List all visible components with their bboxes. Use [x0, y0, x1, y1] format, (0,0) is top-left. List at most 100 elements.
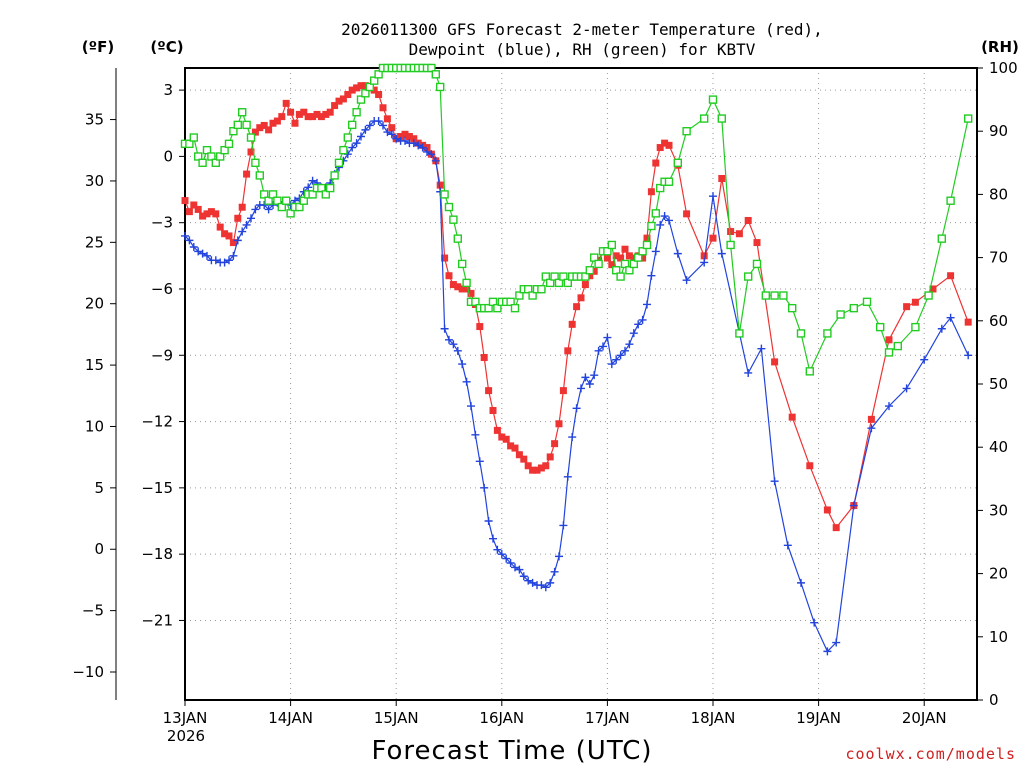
rh-point [198, 158, 207, 168]
dewpoint-point [621, 346, 629, 355]
dewpoint-point [647, 271, 656, 280]
rh-tick-label: 20 [989, 565, 1008, 583]
dewpoint-point [599, 342, 607, 351]
rh-point [185, 139, 194, 149]
temperature-point [185, 208, 193, 216]
rh-point [365, 82, 374, 92]
dewpoint-point [920, 355, 929, 364]
temperature-point [247, 148, 255, 156]
temperature-point [375, 91, 383, 99]
dewpoint-point [220, 258, 229, 267]
rh-point [744, 272, 753, 281]
rh-point [673, 158, 682, 168]
rh-point [590, 253, 599, 262]
x-tick-label: 19JAN [796, 709, 841, 727]
dewpoint-point [414, 141, 423, 150]
dewpoint-point [634, 320, 643, 329]
temperature-point [251, 128, 259, 136]
temperature-point [357, 82, 365, 90]
dewpoint-point [559, 521, 568, 530]
temperature-point [502, 435, 510, 443]
rh-point [541, 272, 550, 281]
temperature-point [291, 119, 299, 127]
temperature-point [410, 135, 418, 143]
chart-title-line-1: 2026011300 GFS Forecast 2-meter Temperat… [341, 20, 823, 39]
temperature-point [612, 252, 620, 260]
rh-point [788, 303, 797, 313]
rh-point [440, 190, 449, 199]
temperature-point [546, 453, 554, 461]
dewpoint-point [251, 205, 260, 214]
dewpoint-point [810, 618, 819, 627]
dewpoint-point [383, 128, 392, 137]
rh-point [211, 158, 221, 168]
temperature-point [370, 86, 378, 94]
temperature-point [581, 281, 589, 289]
celsius-tick-label: −6 [151, 280, 173, 298]
rh-point [229, 126, 238, 136]
temperature-point [295, 110, 303, 118]
rh-point [295, 202, 304, 212]
temperature-point [515, 451, 523, 459]
temperature-point [542, 462, 550, 470]
rh-point [594, 259, 603, 269]
dewpoint-point [832, 638, 841, 647]
temperature-point [221, 230, 229, 238]
dewpoint-point [387, 130, 396, 139]
rh-point [651, 209, 660, 218]
temperature-point [322, 110, 330, 118]
rh-point [193, 152, 203, 161]
temperature-point [537, 464, 545, 472]
temperature-point [463, 285, 471, 293]
temperature-point [313, 110, 321, 118]
temperature-point [317, 113, 325, 121]
temperature-point [586, 272, 594, 280]
rh-point [237, 108, 247, 117]
dewpoint-point [603, 333, 612, 342]
temperature-point [199, 212, 207, 220]
rh-tick-label: 30 [989, 501, 1008, 519]
dewpoint-point [964, 351, 973, 360]
temperature-point [326, 108, 334, 116]
data-series [180, 63, 973, 656]
axes: 13JAN 14JAN 15JAN 16JAN 17JAN 18JAN 19JAN 20JAN… [72, 59, 1017, 727]
temperature-point [511, 444, 519, 452]
temperature-series [181, 82, 972, 532]
temperature-point [344, 91, 352, 99]
rh-point [638, 247, 647, 256]
rh-point [488, 297, 498, 307]
rh-point [453, 234, 462, 243]
dewpoint-point [475, 457, 484, 466]
rh-point [581, 272, 590, 281]
temperature-point [573, 303, 581, 311]
dewpoint-point [233, 236, 242, 245]
temperature-point [608, 261, 616, 269]
rh-point [361, 89, 370, 98]
dewpoint-point [225, 256, 233, 265]
rh-point [431, 70, 440, 79]
rh-point [559, 272, 568, 281]
dewpoint-point [357, 132, 365, 141]
dewpoint-point [607, 360, 616, 369]
dewpoint-point [269, 201, 277, 210]
celsius-tick-label: 0 [163, 147, 173, 165]
temperature-point [476, 323, 484, 331]
rh-point [700, 114, 709, 123]
rh-point [427, 63, 436, 73]
temperature-point [423, 144, 431, 152]
temperature-point [709, 234, 717, 242]
dewpoint-point [757, 344, 766, 353]
dewpoint-point [660, 212, 669, 221]
dewpoint-point [783, 541, 792, 550]
dewpoint-point [467, 402, 475, 411]
rh-point [796, 329, 806, 338]
rh-point [352, 108, 361, 117]
rh-series [180, 63, 973, 376]
temperature-point [379, 104, 387, 112]
celsius-tick-label: 3 [163, 81, 173, 99]
fahrenheit-tick-label: 15 [85, 356, 104, 374]
dewpoint-point [458, 360, 467, 369]
dewpoint-point [418, 143, 427, 152]
rh-point [612, 266, 621, 275]
